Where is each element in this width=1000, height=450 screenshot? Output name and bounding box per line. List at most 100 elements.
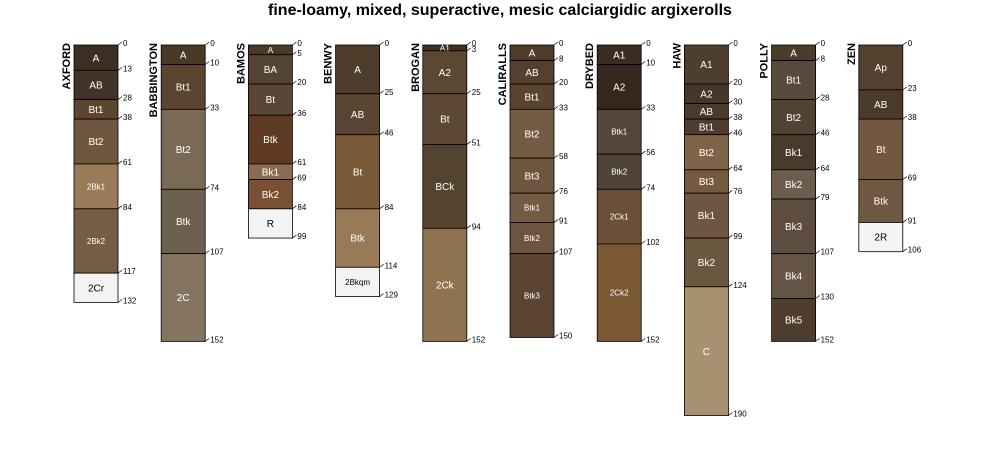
horizon-bt	[247, 83, 293, 116]
depth-label: 38	[733, 113, 742, 122]
depth-tick	[466, 141, 472, 145]
horizon-label: Bt3	[699, 177, 714, 188]
depth-label: 117	[123, 267, 136, 276]
horizon-bk3	[771, 198, 816, 255]
horizon-label: AB	[700, 107, 714, 118]
depth-tick	[204, 61, 210, 65]
horizon-bt	[858, 118, 904, 180]
horizon-label: 2Ck	[436, 280, 455, 291]
depth-tick	[902, 219, 908, 223]
horizon-label: A1	[613, 50, 626, 61]
horizon-label: Bt	[876, 145, 886, 156]
profile-name: ZEN	[846, 43, 858, 65]
depth-tick	[728, 189, 733, 194]
depth-label: 58	[559, 152, 568, 161]
depth-label: 38	[908, 113, 917, 122]
depth-tick	[553, 80, 559, 85]
depth-label: 8	[821, 55, 826, 64]
horizon-label: AB	[89, 81, 103, 92]
profile-name: DRYBED	[584, 43, 596, 89]
horizon-ab	[858, 89, 904, 120]
horizon-label: A	[354, 65, 361, 76]
horizon-label: 2Ck1	[610, 212, 629, 221]
horizon-btk1	[596, 108, 642, 155]
horizon-bk1	[771, 134, 816, 171]
depth-label: 74	[210, 183, 219, 192]
depth-tick	[815, 41, 820, 46]
depth-tick	[379, 131, 384, 135]
depth-tick	[204, 250, 210, 254]
depth-label: 114	[385, 261, 398, 270]
depth-label: 3	[472, 45, 477, 54]
depth-label: 23	[908, 84, 917, 93]
depth-label: 20	[733, 78, 742, 87]
depth-label: 61	[297, 158, 306, 167]
horizon-label: Btk	[176, 217, 191, 228]
horizon-bt2	[509, 108, 555, 159]
depth-label: 10	[646, 59, 655, 68]
horizon-label: Bt	[440, 115, 450, 126]
horizon-bk5	[771, 298, 816, 342]
depth-label: 33	[210, 103, 219, 112]
depth-label: 0	[210, 39, 215, 48]
depth-label: 152	[210, 335, 224, 344]
horizon-label: Bt1	[699, 123, 714, 134]
horizon-btk	[335, 208, 381, 268]
depth-tick	[640, 61, 646, 65]
horizon-ba	[247, 54, 293, 85]
depth-tick	[553, 154, 559, 159]
depth-label: 91	[559, 216, 568, 225]
depth-label: 190	[733, 410, 747, 419]
depth-label: 150	[559, 332, 573, 341]
horizon-label: A1	[700, 60, 713, 71]
horizon-label: Bk5	[785, 316, 803, 327]
profile-haw: HAW A1 0 A2 20 AB 30 Bt1 38 Bt2 46 Bt3 64 Bk1 76 Bk2 99 C…	[671, 39, 747, 419]
horizon-bt	[335, 134, 381, 210]
horizon-label: C	[703, 347, 710, 358]
horizon-label: Bk1	[262, 167, 280, 178]
depth-tick	[292, 41, 297, 46]
profile-name: HAW	[671, 42, 683, 68]
horizon-bt	[422, 93, 468, 145]
depth-label: 107	[559, 248, 573, 257]
horizon-label: Btk	[350, 234, 365, 245]
depth-tick	[204, 186, 210, 190]
depth-tick	[728, 100, 733, 104]
depth-tick	[292, 80, 297, 85]
depth-label: 61	[123, 158, 132, 167]
depth-tick	[204, 106, 210, 110]
depth-label: 20	[297, 78, 306, 87]
depth-tick	[640, 338, 646, 342]
horizon-label: 2C	[177, 293, 190, 304]
depth-tick	[815, 166, 820, 171]
depth-tick	[117, 67, 123, 71]
depth-tick	[728, 131, 733, 135]
depth-tick	[553, 57, 559, 61]
depth-label: 56	[646, 148, 655, 157]
horizon-label: A	[268, 45, 274, 55]
depth-label: 28	[821, 94, 830, 103]
depth-label: 33	[559, 103, 568, 112]
depth-tick	[379, 205, 384, 210]
horizon-label: Bt1	[524, 92, 539, 103]
horizon-label: Bk2	[785, 180, 803, 191]
depth-label: 74	[646, 183, 655, 192]
horizon-label: Bt3	[524, 171, 539, 182]
depth-label: 0	[559, 39, 564, 48]
horizon-label: BA	[264, 65, 278, 76]
depth-label: 51	[472, 138, 481, 147]
horizon-label: Bk1	[785, 148, 803, 159]
horizon-label: A2	[700, 89, 713, 100]
depth-tick	[728, 115, 733, 120]
depth-tick	[728, 41, 733, 46]
horizon-label: Ap	[875, 63, 888, 74]
depth-tick	[553, 41, 559, 46]
depth-tick	[117, 41, 123, 46]
depth-label: 10	[210, 59, 219, 68]
depth-tick	[815, 250, 820, 254]
horizon-label: A	[529, 48, 536, 59]
horizon-bk2	[771, 169, 816, 200]
depth-tick	[553, 219, 559, 223]
horizon-label: A	[180, 50, 187, 61]
depth-label: 99	[733, 232, 742, 241]
